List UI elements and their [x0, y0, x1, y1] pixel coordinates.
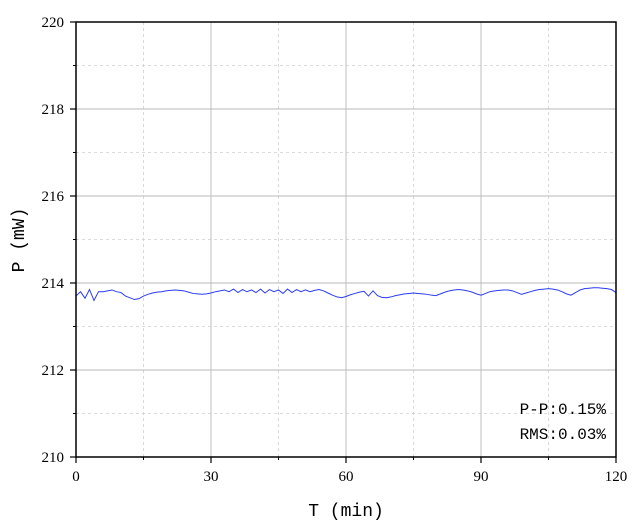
y-tick-label: 210: [42, 450, 65, 466]
x-axis-label: T (min): [308, 502, 384, 522]
x-tick-label: 60: [339, 469, 354, 485]
y-tick-label: 220: [42, 15, 65, 31]
y-tick-label: 214: [42, 276, 65, 292]
annotation-peak-to-peak: P-P:0.15%: [520, 401, 607, 419]
x-tick-label: 30: [204, 469, 219, 485]
y-axis-label: P (mW): [10, 208, 30, 273]
y-tick-label: 212: [42, 363, 65, 379]
x-tick-labels: 0 30 60 90 120: [72, 469, 627, 485]
x-tick-label: 0: [72, 469, 80, 485]
y-tick-label: 218: [42, 102, 65, 118]
annotation-rms: RMS:0.03%: [520, 426, 607, 444]
series-line-power: [75, 287, 617, 302]
y-tick-labels: 210 212 214 216 218 220: [42, 15, 65, 466]
y-tick-label: 216: [42, 189, 65, 205]
grid-lines: [76, 22, 616, 457]
axis-ticks: [70, 21, 617, 463]
x-tick-label: 120: [605, 469, 628, 485]
x-tick-label: 90: [474, 469, 489, 485]
plot-frame: [75, 21, 617, 458]
